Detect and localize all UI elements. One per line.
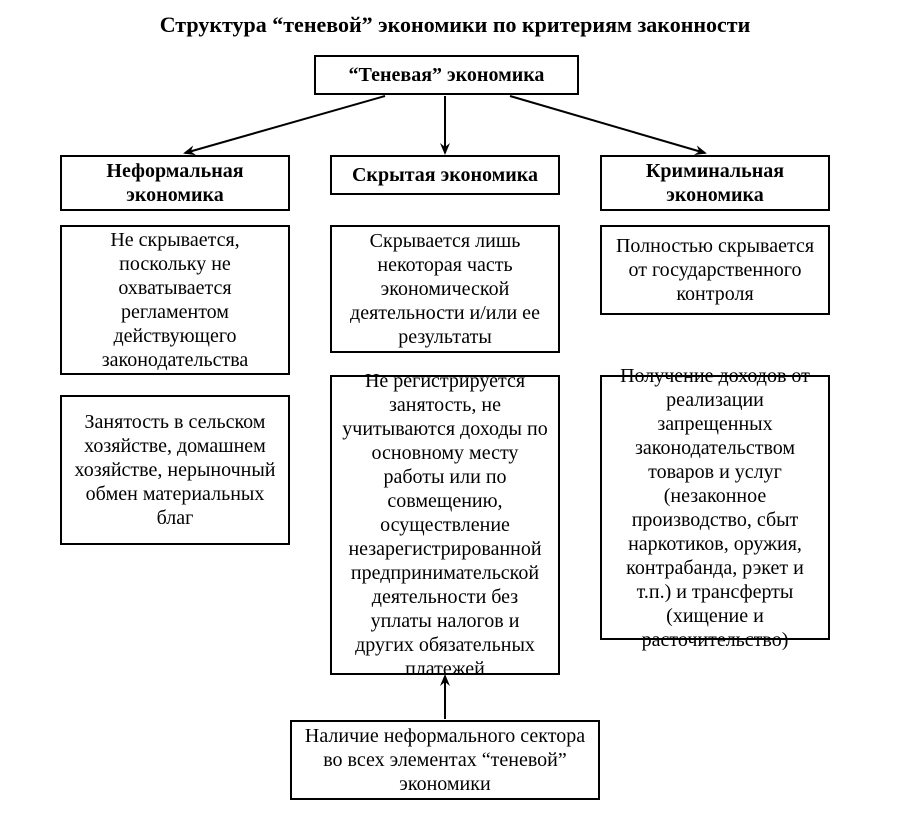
node-root: “Теневая” экономика [314, 55, 579, 95]
node-head2-label: Скрытая экономика [352, 163, 538, 187]
node-bottom-label: Наличие неформального сектора во всех эл… [302, 724, 588, 796]
node-c3a-label: Полностью скрывается от государственного… [612, 234, 818, 306]
edge-root-head3 [510, 96, 705, 153]
node-c1b: Занятость в сельском хозяйстве, домашнем… [60, 395, 290, 545]
node-c3b: Получение доходов от реализации запрещен… [600, 375, 830, 640]
node-c2b: Не регистрируется занятость, не учитываю… [330, 375, 560, 675]
node-c2a: Скрывается лишь некоторая часть экономич… [330, 225, 560, 353]
node-head1: Неформальная экономика [60, 155, 290, 211]
node-head2: Скрытая экономика [330, 155, 560, 195]
node-c2b-label: Не регистрируется занятость, не учитываю… [342, 369, 548, 681]
node-head3: Криминальная экономика [600, 155, 830, 211]
node-c1a-label: Не скрывается, поскольку не охватывается… [72, 228, 278, 372]
node-bottom: Наличие неформального сектора во всех эл… [290, 720, 600, 800]
diagram-title: Структура “теневой” экономики по критери… [0, 12, 910, 38]
edge-root-head1 [185, 96, 385, 153]
node-root-label: “Теневая” экономика [349, 63, 545, 87]
node-c2a-label: Скрывается лишь некоторая часть экономич… [342, 229, 548, 349]
node-c1b-label: Занятость в сельском хозяйстве, домашнем… [72, 410, 278, 530]
node-head3-label: Криминальная экономика [612, 159, 818, 207]
node-c1a: Не скрывается, поскольку не охватывается… [60, 225, 290, 375]
node-head1-label: Неформальная экономика [72, 159, 278, 207]
node-c3a: Полностью скрывается от государственного… [600, 225, 830, 315]
node-c3b-label: Получение доходов от реализации запрещен… [612, 364, 818, 652]
